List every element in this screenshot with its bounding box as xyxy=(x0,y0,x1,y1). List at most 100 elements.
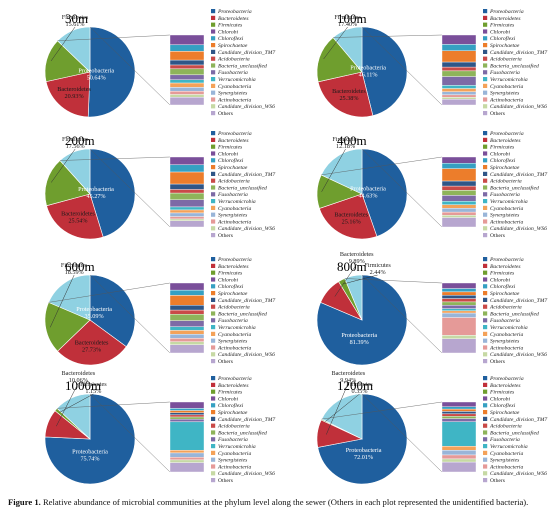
slice-percent: 10.06% xyxy=(69,377,88,384)
legend-label: Bacteroidetes xyxy=(218,16,249,22)
slice-name: Proteobacteria xyxy=(78,67,114,74)
legend-label: Actinobacteria xyxy=(489,97,523,103)
bar-segment-chloroflexi xyxy=(169,408,205,411)
connector-line-bottom xyxy=(361,274,443,354)
legend-label: Synergistetes xyxy=(218,213,247,219)
breakdown-bar xyxy=(441,34,477,106)
legend-label: Proteobacteria xyxy=(217,131,252,137)
legend-label: Chlorobi xyxy=(490,151,510,157)
bar-segment-acidobacteria xyxy=(441,66,477,72)
legend-swatch xyxy=(211,29,216,34)
legend-label: Verrucomicrobia xyxy=(490,444,528,450)
legend-swatch xyxy=(211,376,216,381)
legend-item-acidobacteria: Acidobacteria xyxy=(211,56,250,63)
connector-line-top xyxy=(344,278,443,284)
slice-name: Firmicutes xyxy=(80,381,107,388)
legend-swatch xyxy=(483,151,488,156)
legend-label: Bacteria_unclassified xyxy=(490,62,539,69)
legend-swatch xyxy=(211,131,216,136)
bar-segment-fusobacteria xyxy=(441,195,477,202)
legend-item-bacteroidetes: Bacteroidetes xyxy=(211,137,249,144)
legend-swatch xyxy=(211,36,216,41)
leader-line xyxy=(326,382,349,435)
legend-swatch xyxy=(483,311,488,316)
legend-swatch xyxy=(211,199,216,204)
legend-label: Proteobacteria xyxy=(489,9,524,15)
legend-item-bacteria-unclassified: Bacteria_unclassified xyxy=(483,184,539,191)
slice-percent: 72.01% xyxy=(354,454,373,461)
slice-name: Firmicutes xyxy=(334,14,361,21)
bar-segment-synergistetes xyxy=(441,450,477,456)
bar-segment-verrucomicrobia xyxy=(441,308,477,312)
legend-swatch xyxy=(483,430,488,435)
slice-percent: 25.16% xyxy=(342,218,361,225)
legend-item-cyanobacteria: Cyanobacteria xyxy=(483,450,523,457)
legend-swatch xyxy=(211,171,216,176)
slice-name: Bacteroidetes xyxy=(57,86,91,93)
connector-line-bottom xyxy=(361,393,443,473)
legend-swatch xyxy=(483,359,488,364)
pie-slice-rest xyxy=(48,274,91,321)
legend-item-proteobacteria: Proteobacteria xyxy=(211,376,252,382)
legend-label: Proteobacteria xyxy=(217,257,252,263)
legend-item-spirochaetae: Spirochaetae xyxy=(483,43,520,49)
panel-title: 400m xyxy=(337,133,367,148)
legend-swatch xyxy=(483,144,488,149)
legend-item-bacteroidetes: Bacteroidetes xyxy=(483,137,521,144)
panel-title: 600m xyxy=(65,259,95,274)
legend-label: Verrucomicrobia xyxy=(218,444,256,450)
legend-swatch xyxy=(211,70,216,75)
legend-label: Verrucomicrobia xyxy=(490,325,528,331)
slice-name: Firmicutes xyxy=(346,381,373,388)
bar-segment-spirochaetae xyxy=(441,408,477,412)
pie-panel-1200m: 1200mProteobacteria72.01%Bacteroidetes9.… xyxy=(316,370,547,485)
legend-label: Chlorobi xyxy=(218,29,238,35)
slice-percent: 17.40% xyxy=(338,21,357,28)
bar-segment-actinobacteria xyxy=(441,454,477,460)
slice-percent: 27.73% xyxy=(82,347,101,354)
legend-label: Spirochaetae xyxy=(490,43,520,49)
slice-percent: 0.35% xyxy=(351,388,367,395)
legend-swatch xyxy=(211,111,216,116)
legend-swatch xyxy=(211,137,216,142)
bar-segment-chlorobi xyxy=(169,34,205,46)
legend-swatch xyxy=(483,233,488,238)
legend: ProteobacteriaBacteroidetesFirmicutesChl… xyxy=(483,9,547,117)
legend-label: Others xyxy=(218,478,233,484)
legend-item-synergistetes: Synergistetes xyxy=(483,212,519,219)
legend-item-others: Others xyxy=(211,233,233,239)
bar-segment-actinobacteria xyxy=(169,91,205,95)
legend-item-others: Others xyxy=(483,111,505,117)
pie-panel-400m: 400mProteobacteria44.63%Bacteroidetes25.… xyxy=(316,131,547,240)
legend-swatch xyxy=(483,352,488,357)
legend-item-actinobacteria: Actinobacteria xyxy=(211,345,251,351)
pie-panel-800m: 800mProteobacteria81.39%Bacteroidetes9.8… xyxy=(316,251,547,366)
legend-item-cyanobacteria: Cyanobacteria xyxy=(211,205,251,212)
legend-swatch xyxy=(483,49,488,54)
legend-item-actinobacteria: Actinobacteria xyxy=(483,219,523,225)
legend-swatch xyxy=(211,311,216,316)
slice-percent: 75.74% xyxy=(80,456,99,463)
bar-segment-candidate-division-tm7 xyxy=(441,411,477,415)
bar-segment-candidate-division-ws6 xyxy=(441,97,477,100)
legend-swatch xyxy=(483,396,488,401)
legend-swatch xyxy=(483,263,488,268)
legend-item-proteobacteria: Proteobacteria xyxy=(483,257,524,263)
legend-item-verrucomicrobia: Verrucomicrobia xyxy=(483,199,528,205)
bar-segment-bacteria-unclassified xyxy=(441,416,477,419)
legend-label: Synergistetes xyxy=(218,91,247,97)
legend-label: Cyanobacteria xyxy=(218,332,251,338)
legend-label: Actinobacteria xyxy=(217,345,251,351)
bar-segment-actinobacteria xyxy=(169,457,205,461)
legend-item-synergistetes: Synergistetes xyxy=(211,457,247,464)
legend-swatch xyxy=(211,345,216,350)
legend-label: Proteobacteria xyxy=(217,9,252,15)
legend-swatch xyxy=(483,219,488,224)
bar-segment-verrucomicrobia xyxy=(441,201,477,205)
pie-panel-100m: 100mProteobacteria46.11%Bacteroidetes25.… xyxy=(316,9,547,118)
legend-item-synergistetes: Synergistetes xyxy=(211,338,247,345)
legend-swatch xyxy=(483,471,488,476)
pie-slice-firmicutes xyxy=(44,160,91,207)
